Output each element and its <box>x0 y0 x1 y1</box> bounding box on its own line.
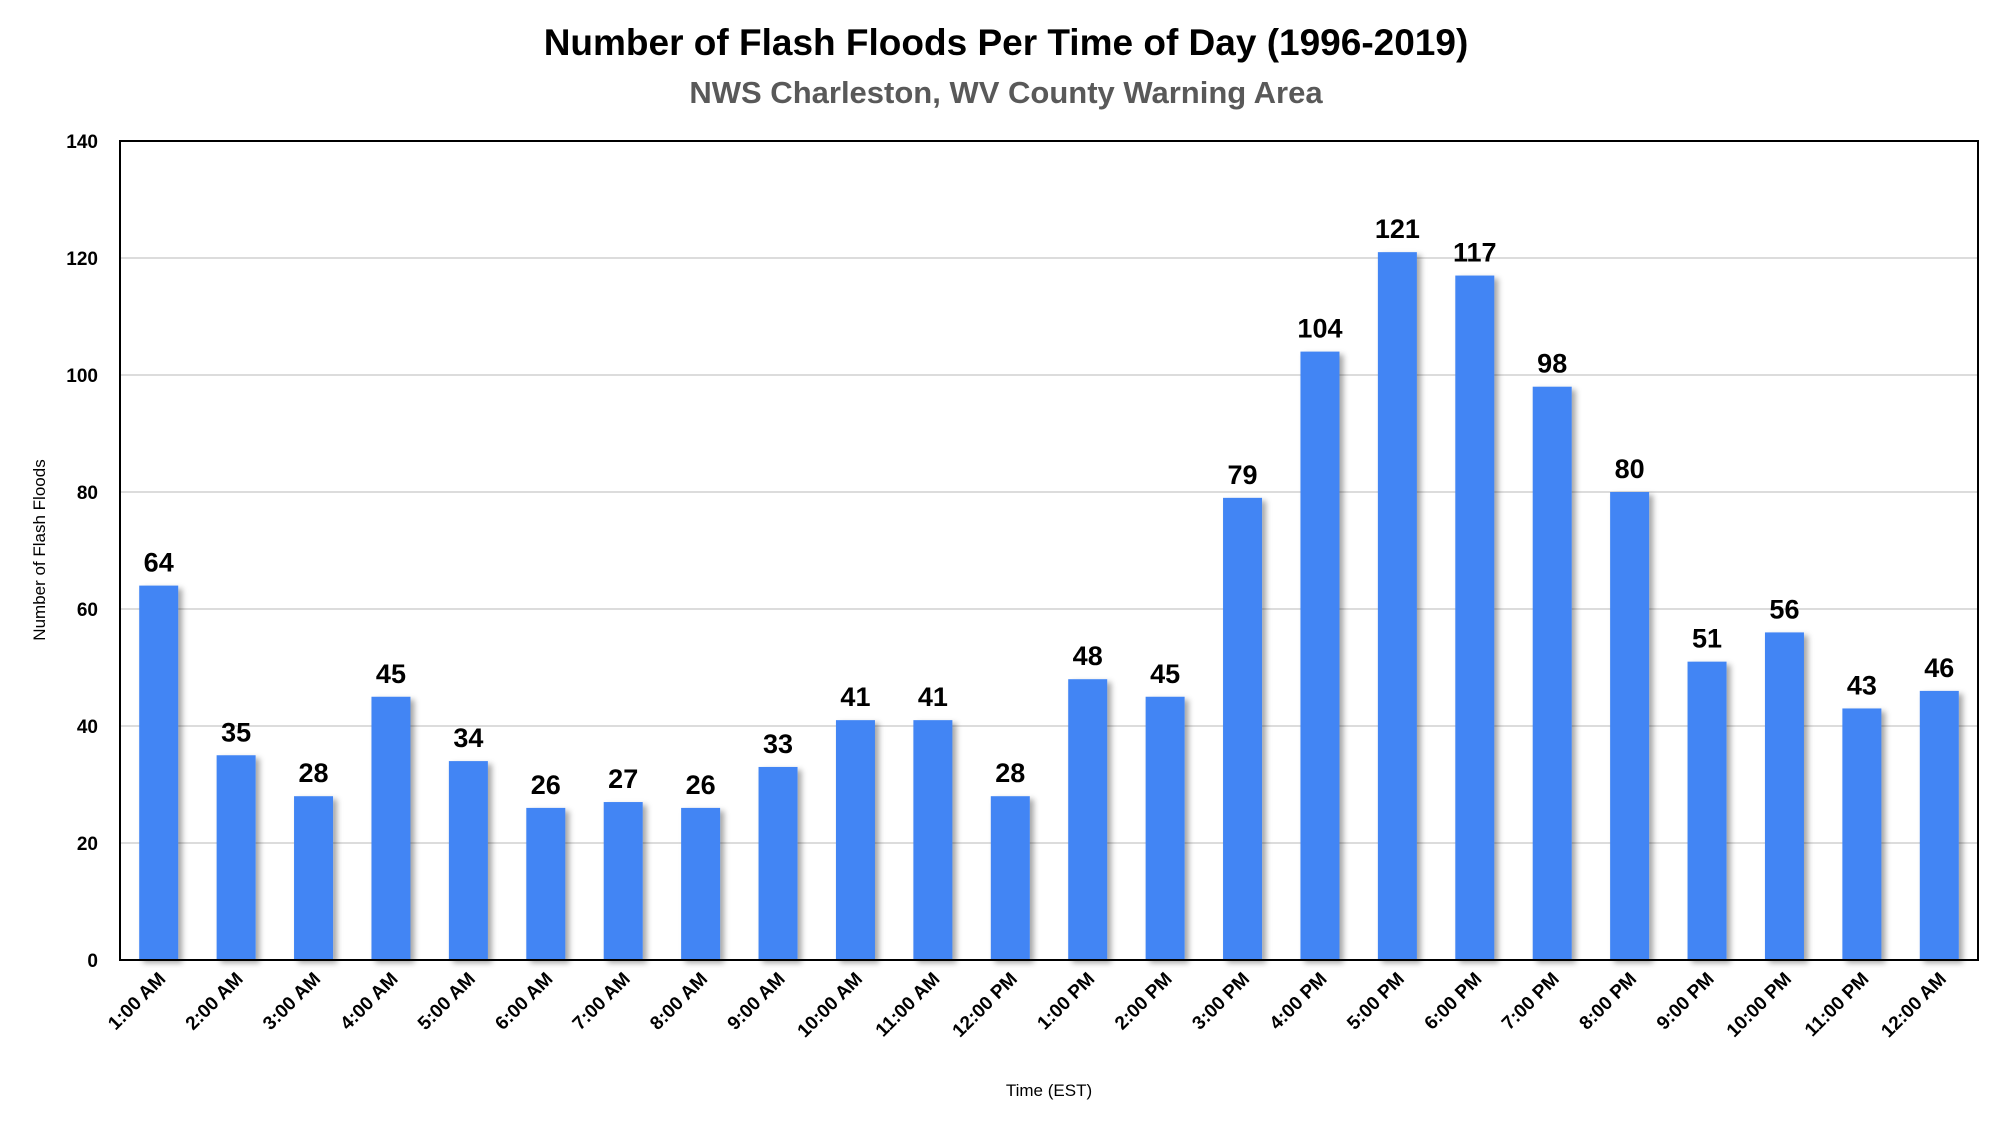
x-tick-label: 9:00 PM <box>1653 969 1719 1035</box>
gridlines <box>120 257 1978 844</box>
data-label: 45 <box>1150 659 1180 689</box>
x-tick-label: 2:00 PM <box>1111 969 1177 1035</box>
x-axis-label: Time (EST) <box>1006 1081 1092 1100</box>
bar <box>835 720 875 960</box>
bar <box>758 766 798 960</box>
bars <box>139 252 1959 961</box>
bar <box>990 796 1030 960</box>
x-tick-label: 10:00 PM <box>1723 969 1796 1042</box>
y-tick-label: 0 <box>87 951 98 972</box>
data-label: 43 <box>1847 670 1877 700</box>
x-tick-label: 11:00 PM <box>1801 969 1873 1041</box>
x-tick-label: 5:00 PM <box>1343 969 1409 1035</box>
bar <box>1300 351 1340 961</box>
x-tick-label: 1:00 PM <box>1034 969 1100 1035</box>
data-labels: 64 35 28 45 34 26 27 26 33 41 41 28 48 45 79 104 121 117 9… <box>144 214 1955 800</box>
data-label: 41 <box>918 682 948 712</box>
x-tick-label: 6:00 PM <box>1421 969 1487 1035</box>
data-label: 80 <box>1615 454 1645 484</box>
chart-title: Number of Flash Floods Per Time of Day (… <box>544 22 1469 63</box>
x-tick-label: 12:00 AM <box>1877 969 1950 1042</box>
y-tick-label: 120 <box>66 249 98 270</box>
data-label: 33 <box>763 729 793 759</box>
data-label: 117 <box>1453 238 1497 268</box>
bar <box>371 696 411 960</box>
data-label: 41 <box>840 682 870 712</box>
bar <box>681 807 721 960</box>
x-tick-label: 10:00 AM <box>794 969 867 1042</box>
x-tick-label: 1:00 AM <box>104 969 170 1035</box>
bar <box>1223 497 1263 960</box>
x-tick-label: 3:00 AM <box>259 969 325 1035</box>
data-label: 34 <box>453 723 483 753</box>
data-label: 79 <box>1228 460 1258 490</box>
bar <box>139 585 179 960</box>
bar <box>1610 492 1650 960</box>
x-tick-label: 12:00 PM <box>949 969 1022 1042</box>
x-tick-label: 2:00 AM <box>182 969 248 1035</box>
y-tick-label: 140 <box>66 132 98 153</box>
bar <box>294 796 334 960</box>
y-tick-label: 20 <box>77 834 98 855</box>
y-tick-label: 60 <box>77 600 98 621</box>
data-label: 28 <box>299 758 329 788</box>
data-label: 46 <box>1924 653 1954 683</box>
y-axis-ticks: 0 20 40 60 80 100 120 140 <box>66 132 98 972</box>
bar <box>1764 632 1804 960</box>
bar <box>448 761 488 960</box>
data-label: 45 <box>376 659 406 689</box>
data-label: 104 <box>1297 314 1342 344</box>
bar <box>1919 690 1959 960</box>
x-tick-label: 6:00 AM <box>491 969 557 1035</box>
data-label: 51 <box>1692 624 1722 654</box>
data-label: 56 <box>1769 594 1799 624</box>
x-tick-label: 5:00 AM <box>414 969 480 1035</box>
bar <box>1145 696 1185 960</box>
x-tick-label: 9:00 AM <box>724 969 790 1035</box>
data-label: 35 <box>221 717 251 747</box>
bar <box>1455 275 1495 960</box>
y-tick-label: 40 <box>77 717 98 738</box>
x-tick-label: 8:00 AM <box>646 969 712 1035</box>
y-axis-label: Number of Flash Floods <box>30 459 49 640</box>
data-label: 27 <box>608 764 638 794</box>
data-label: 26 <box>531 770 561 800</box>
bar <box>1377 252 1417 960</box>
bar <box>526 807 566 960</box>
data-label: 64 <box>144 548 174 578</box>
data-label: 26 <box>686 770 716 800</box>
x-axis-ticks: 1:00 AM 2:00 AM 3:00 AM 4:00 AM 5:00 AM 6:00 … <box>104 969 1950 1042</box>
bar <box>1842 708 1882 960</box>
x-tick-label: 3:00 PM <box>1188 969 1254 1035</box>
chart-subtitle: NWS Charleston, WV County Warning Area <box>689 75 1323 110</box>
plot-area-frame <box>119 140 1979 961</box>
x-tick-label: 8:00 PM <box>1576 969 1642 1035</box>
x-tick-label: 4:00 AM <box>337 969 403 1035</box>
y-tick-label: 100 <box>66 366 98 387</box>
bar <box>1068 679 1108 960</box>
data-label: 28 <box>995 758 1025 788</box>
bar <box>603 802 643 960</box>
bar <box>913 720 953 960</box>
bar <box>1687 661 1727 960</box>
x-tick-label: 7:00 PM <box>1498 969 1564 1035</box>
data-label: 121 <box>1375 214 1420 244</box>
bar <box>1532 386 1572 960</box>
x-tick-label: 11:00 AM <box>872 969 945 1042</box>
data-label: 48 <box>1073 641 1103 671</box>
x-tick-label: 7:00 AM <box>569 969 635 1035</box>
x-tick-label: 4:00 PM <box>1266 969 1332 1035</box>
y-tick-label: 80 <box>77 483 98 504</box>
bar <box>216 755 256 960</box>
data-label: 98 <box>1537 349 1567 379</box>
